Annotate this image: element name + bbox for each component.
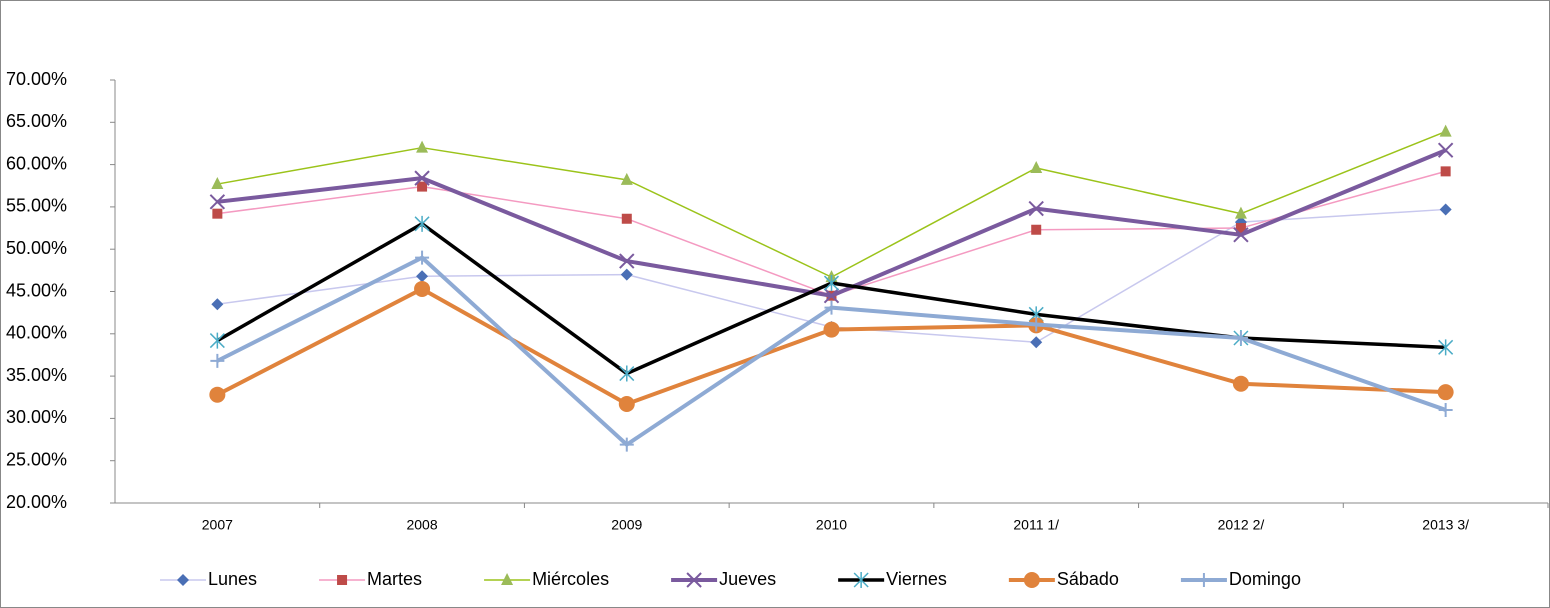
marker bbox=[1031, 224, 1042, 235]
legend-item: Miércoles bbox=[484, 569, 609, 589]
x-tick-label: 2010 bbox=[816, 517, 847, 533]
y-tick-label: 70.00% bbox=[6, 69, 67, 89]
marker bbox=[1196, 573, 1211, 587]
y-tick-label: 30.00% bbox=[6, 407, 67, 427]
marker bbox=[1437, 384, 1454, 401]
marker bbox=[1440, 166, 1451, 177]
marker bbox=[177, 574, 189, 586]
marker bbox=[620, 172, 633, 185]
marker bbox=[210, 353, 225, 368]
marker bbox=[1439, 124, 1452, 137]
x-tick-label: 2008 bbox=[406, 517, 437, 533]
marker bbox=[823, 288, 840, 304]
legend-item: Martes bbox=[319, 569, 422, 589]
marker bbox=[618, 396, 635, 413]
marker bbox=[620, 268, 633, 281]
marker bbox=[621, 213, 632, 224]
marker bbox=[853, 572, 869, 588]
marker bbox=[823, 275, 840, 292]
marker bbox=[501, 573, 514, 585]
marker bbox=[1029, 317, 1044, 332]
legend-item: Lunes bbox=[160, 569, 257, 589]
marker bbox=[1438, 339, 1454, 356]
y-tick-label: 25.00% bbox=[6, 449, 67, 469]
marker bbox=[1437, 142, 1454, 158]
marker bbox=[414, 215, 430, 232]
legend-label: Viernes bbox=[886, 569, 947, 589]
marker bbox=[209, 332, 225, 349]
marker bbox=[209, 386, 226, 403]
series bbox=[209, 280, 1454, 413]
marker bbox=[211, 177, 224, 190]
marker bbox=[414, 170, 430, 186]
series bbox=[210, 250, 1453, 452]
marker bbox=[1028, 200, 1044, 217]
x-tick-label: 2011 1/ bbox=[1013, 517, 1059, 533]
marker bbox=[417, 181, 428, 192]
marker bbox=[414, 280, 431, 297]
x-tick-label: 2012 2/ bbox=[1218, 517, 1265, 533]
legend-label: Domingo bbox=[1229, 569, 1301, 589]
y-tick-label: 45.00% bbox=[6, 280, 67, 300]
marker bbox=[416, 140, 429, 153]
marker bbox=[1234, 206, 1247, 219]
x-tick-label: 2013 3/ bbox=[1422, 517, 1469, 533]
legend-label: Jueves bbox=[719, 569, 776, 589]
x-tick-label: 2009 bbox=[611, 517, 642, 533]
y-tick-label: 40.00% bbox=[6, 323, 67, 343]
legend-label: Martes bbox=[367, 569, 422, 589]
marker bbox=[1439, 203, 1452, 216]
series bbox=[209, 142, 1454, 304]
marker bbox=[337, 575, 348, 585]
y-tick-label: 55.00% bbox=[6, 196, 67, 216]
legend-item: Sábado bbox=[1008, 569, 1119, 589]
legend-item: Jueves bbox=[671, 569, 776, 589]
marker bbox=[1233, 227, 1249, 243]
x-tick-label: 2007 bbox=[202, 517, 233, 533]
marker bbox=[1030, 160, 1043, 173]
marker bbox=[1233, 331, 1248, 346]
marker bbox=[1023, 572, 1040, 588]
marker bbox=[824, 300, 839, 315]
legend-label: Miércoles bbox=[532, 569, 609, 589]
marker bbox=[823, 321, 840, 338]
legend-label: Lunes bbox=[208, 569, 257, 589]
marker bbox=[415, 250, 430, 265]
y-tick-label: 50.00% bbox=[6, 238, 67, 258]
legend-label: Sábado bbox=[1057, 569, 1119, 589]
marker bbox=[686, 572, 702, 588]
marker bbox=[619, 253, 635, 269]
marker bbox=[1438, 402, 1453, 417]
marker bbox=[416, 270, 429, 283]
legend-item: Domingo bbox=[1180, 569, 1301, 589]
marker bbox=[1030, 336, 1043, 349]
marker bbox=[619, 437, 634, 452]
y-tick-label: 65.00% bbox=[6, 111, 67, 131]
marker bbox=[209, 194, 226, 210]
marker bbox=[211, 298, 224, 311]
y-tick-label: 60.00% bbox=[6, 153, 67, 173]
marker bbox=[212, 208, 223, 219]
legend-item: Viernes bbox=[838, 569, 947, 589]
marker bbox=[1232, 375, 1249, 392]
marker bbox=[619, 365, 635, 382]
y-tick-label: 20.00% bbox=[6, 492, 67, 512]
marker bbox=[1235, 223, 1246, 234]
y-tick-label: 35.00% bbox=[6, 365, 67, 385]
